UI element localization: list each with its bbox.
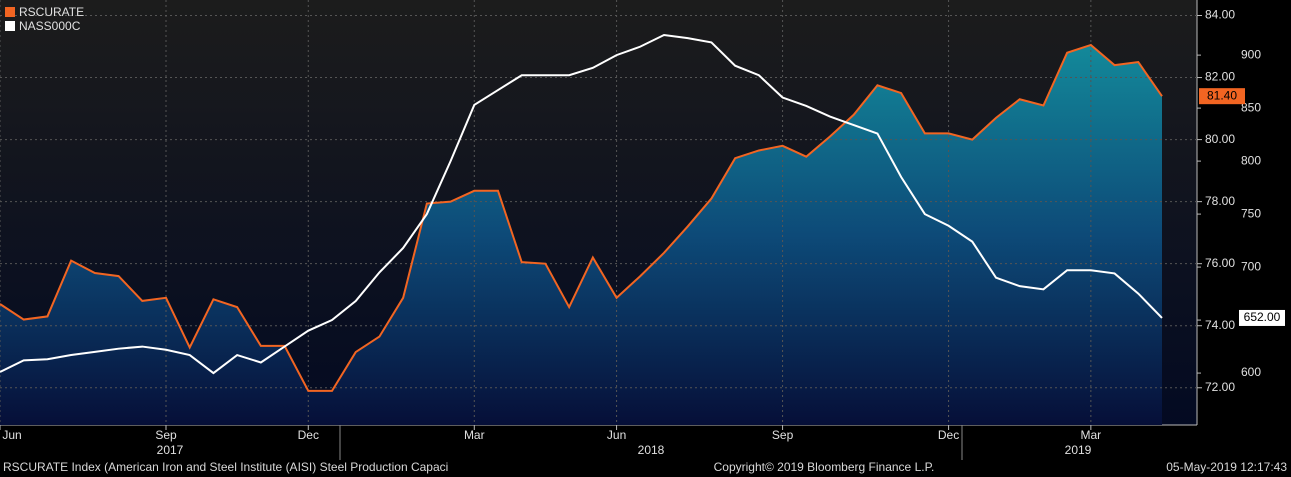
last-value-box [1239, 309, 1285, 326]
series-line [0, 33, 1163, 375]
axis-background [1197, 0, 1291, 425]
x-group-label: 2018 [638, 443, 665, 457]
y2-tick-label: 750 [1241, 206, 1261, 220]
legend-label: RSCURATE [19, 5, 84, 19]
y-tick-label: 84.00 [1205, 8, 1235, 22]
y-tick-label: 78.00 [1205, 194, 1235, 208]
last-value-label: 652.00 [1244, 310, 1281, 324]
y2-tick-label: 700 [1241, 259, 1261, 273]
y-tick-label: 74.00 [1205, 318, 1235, 332]
x-tick-label: Jun [2, 428, 21, 442]
series-line [0, 43, 1163, 392]
footer-center: Copyright© 2019 Bloomberg Finance L.P. [714, 460, 935, 474]
footer-right: 05-May-2019 12:17:43 [1166, 460, 1287, 474]
x-tick-label: Sep [155, 428, 177, 442]
y2-tick-label: 900 [1241, 47, 1261, 61]
x-tick-label: Mar [464, 428, 485, 442]
y-tick-label: 76.00 [1205, 256, 1235, 270]
x-tick-label: Dec [938, 428, 959, 442]
x-tick-label: Jun [607, 428, 626, 442]
legend-swatch [5, 21, 15, 31]
legend-swatch [5, 7, 15, 17]
x-group-label: 2019 [1065, 443, 1092, 457]
last-value-label: 81.40 [1207, 88, 1237, 102]
y-tick-label: 72.00 [1205, 380, 1235, 394]
y-tick-label: 80.00 [1205, 132, 1235, 146]
x-group-label: 2017 [157, 443, 184, 457]
x-tick-label: Dec [298, 428, 319, 442]
y-tick-label: 82.00 [1205, 70, 1235, 84]
last-value-box [1199, 88, 1245, 105]
legend-label: NASS000C [19, 19, 81, 33]
y2-tick-label: 850 [1241, 100, 1261, 114]
footer-left: RSCURATE Index (American Iron and Steel … [3, 460, 448, 474]
y2-tick-label: 600 [1241, 365, 1261, 379]
x-tick-label: Mar [1081, 428, 1102, 442]
y2-tick-label: 800 [1241, 153, 1261, 167]
x-tick-label: Sep [772, 428, 794, 442]
